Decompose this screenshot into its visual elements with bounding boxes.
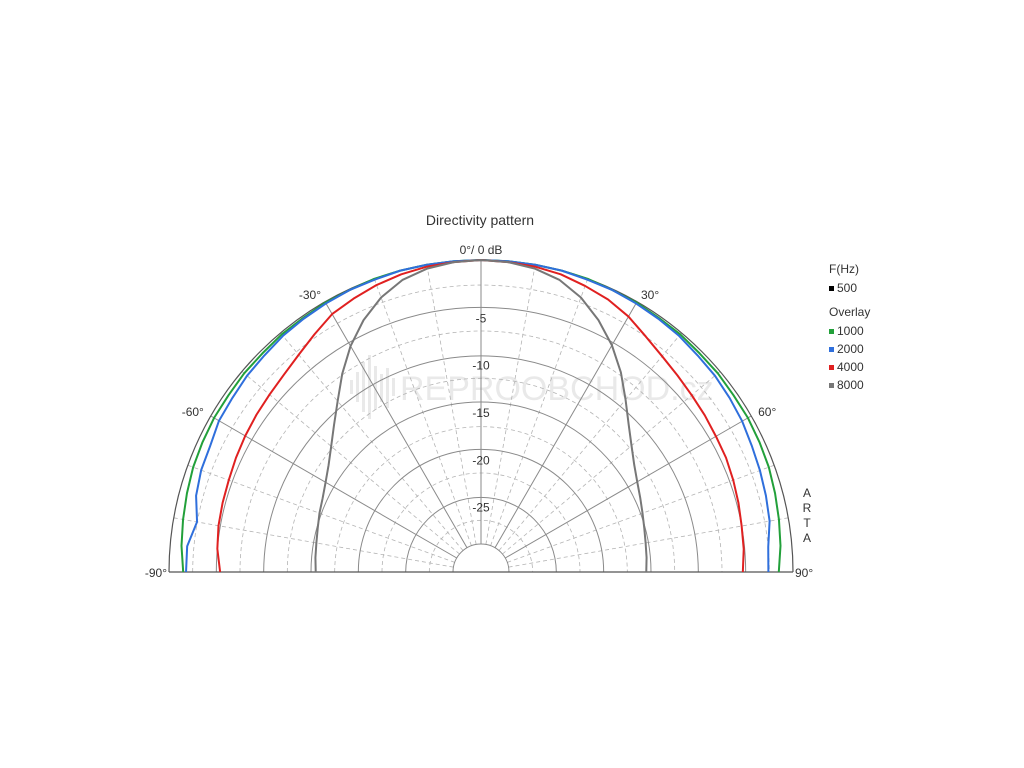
polar-grid bbox=[168, 259, 794, 573]
angle-tick-label: 60° bbox=[758, 405, 776, 419]
legend-overlay-header: Overlay bbox=[829, 305, 870, 319]
legend: F(Hz) 500 Overlay 1000 2000 4000 8000 bbox=[829, 262, 870, 392]
legend-item-1000: 1000 bbox=[837, 324, 864, 338]
legend-swatch-1000 bbox=[829, 329, 834, 334]
arta-letter: A bbox=[803, 486, 811, 500]
legend-swatch-2000 bbox=[829, 347, 834, 352]
legend-item-4000: 4000 bbox=[837, 360, 864, 374]
grid-minor-arc bbox=[428, 519, 534, 573]
radial-tick-label: -15 bbox=[472, 406, 490, 420]
axis-labels: 0°/ 0 dB -5 -10 -15 -20 -25 -90° -60° -30° 30° 60°… bbox=[145, 243, 814, 580]
legend-frequency-header: F(Hz) bbox=[829, 262, 859, 276]
arta-letter: T bbox=[803, 516, 811, 530]
angle-tick-label: -30° bbox=[299, 288, 321, 302]
legend-item-2000: 2000 bbox=[837, 342, 864, 356]
angle-tick-label: -60° bbox=[182, 405, 204, 419]
watermark-waveform-icon bbox=[350, 355, 395, 419]
arta-letter: R bbox=[803, 501, 812, 515]
angle-tick-label: 30° bbox=[641, 288, 659, 302]
grid-major-radial bbox=[210, 415, 458, 559]
grid-minor-arc bbox=[334, 426, 628, 573]
radial-tick-label: -5 bbox=[476, 311, 487, 325]
series-curves bbox=[180, 259, 782, 573]
angle-tick-label: 90° bbox=[795, 566, 813, 580]
grid-major-radial bbox=[504, 415, 752, 559]
legend-overlay-items: 1000 2000 4000 8000 bbox=[829, 324, 864, 392]
series-line-8000 bbox=[314, 259, 648, 573]
grid-major-radial bbox=[494, 301, 638, 549]
top-axis-label: 0°/ 0 dB bbox=[460, 243, 503, 257]
chart-title: Directivity pattern bbox=[426, 212, 534, 228]
grid-major-radial bbox=[324, 301, 468, 549]
radial-tick-label: -25 bbox=[472, 501, 490, 515]
legend-swatch-4000 bbox=[829, 365, 834, 370]
arta-letter: A bbox=[803, 531, 811, 545]
legend-item-8000: 8000 bbox=[837, 378, 864, 392]
legend-frequency-item: 500 bbox=[837, 281, 857, 295]
radial-tick-label: -10 bbox=[472, 359, 490, 373]
watermark-text: REPROOBCHOD.cz bbox=[400, 370, 714, 408]
angle-tick-label: -90° bbox=[145, 566, 167, 580]
radial-tick-label: -20 bbox=[472, 453, 490, 467]
legend-swatch-500 bbox=[829, 286, 834, 291]
legend-swatch-8000 bbox=[829, 383, 834, 388]
